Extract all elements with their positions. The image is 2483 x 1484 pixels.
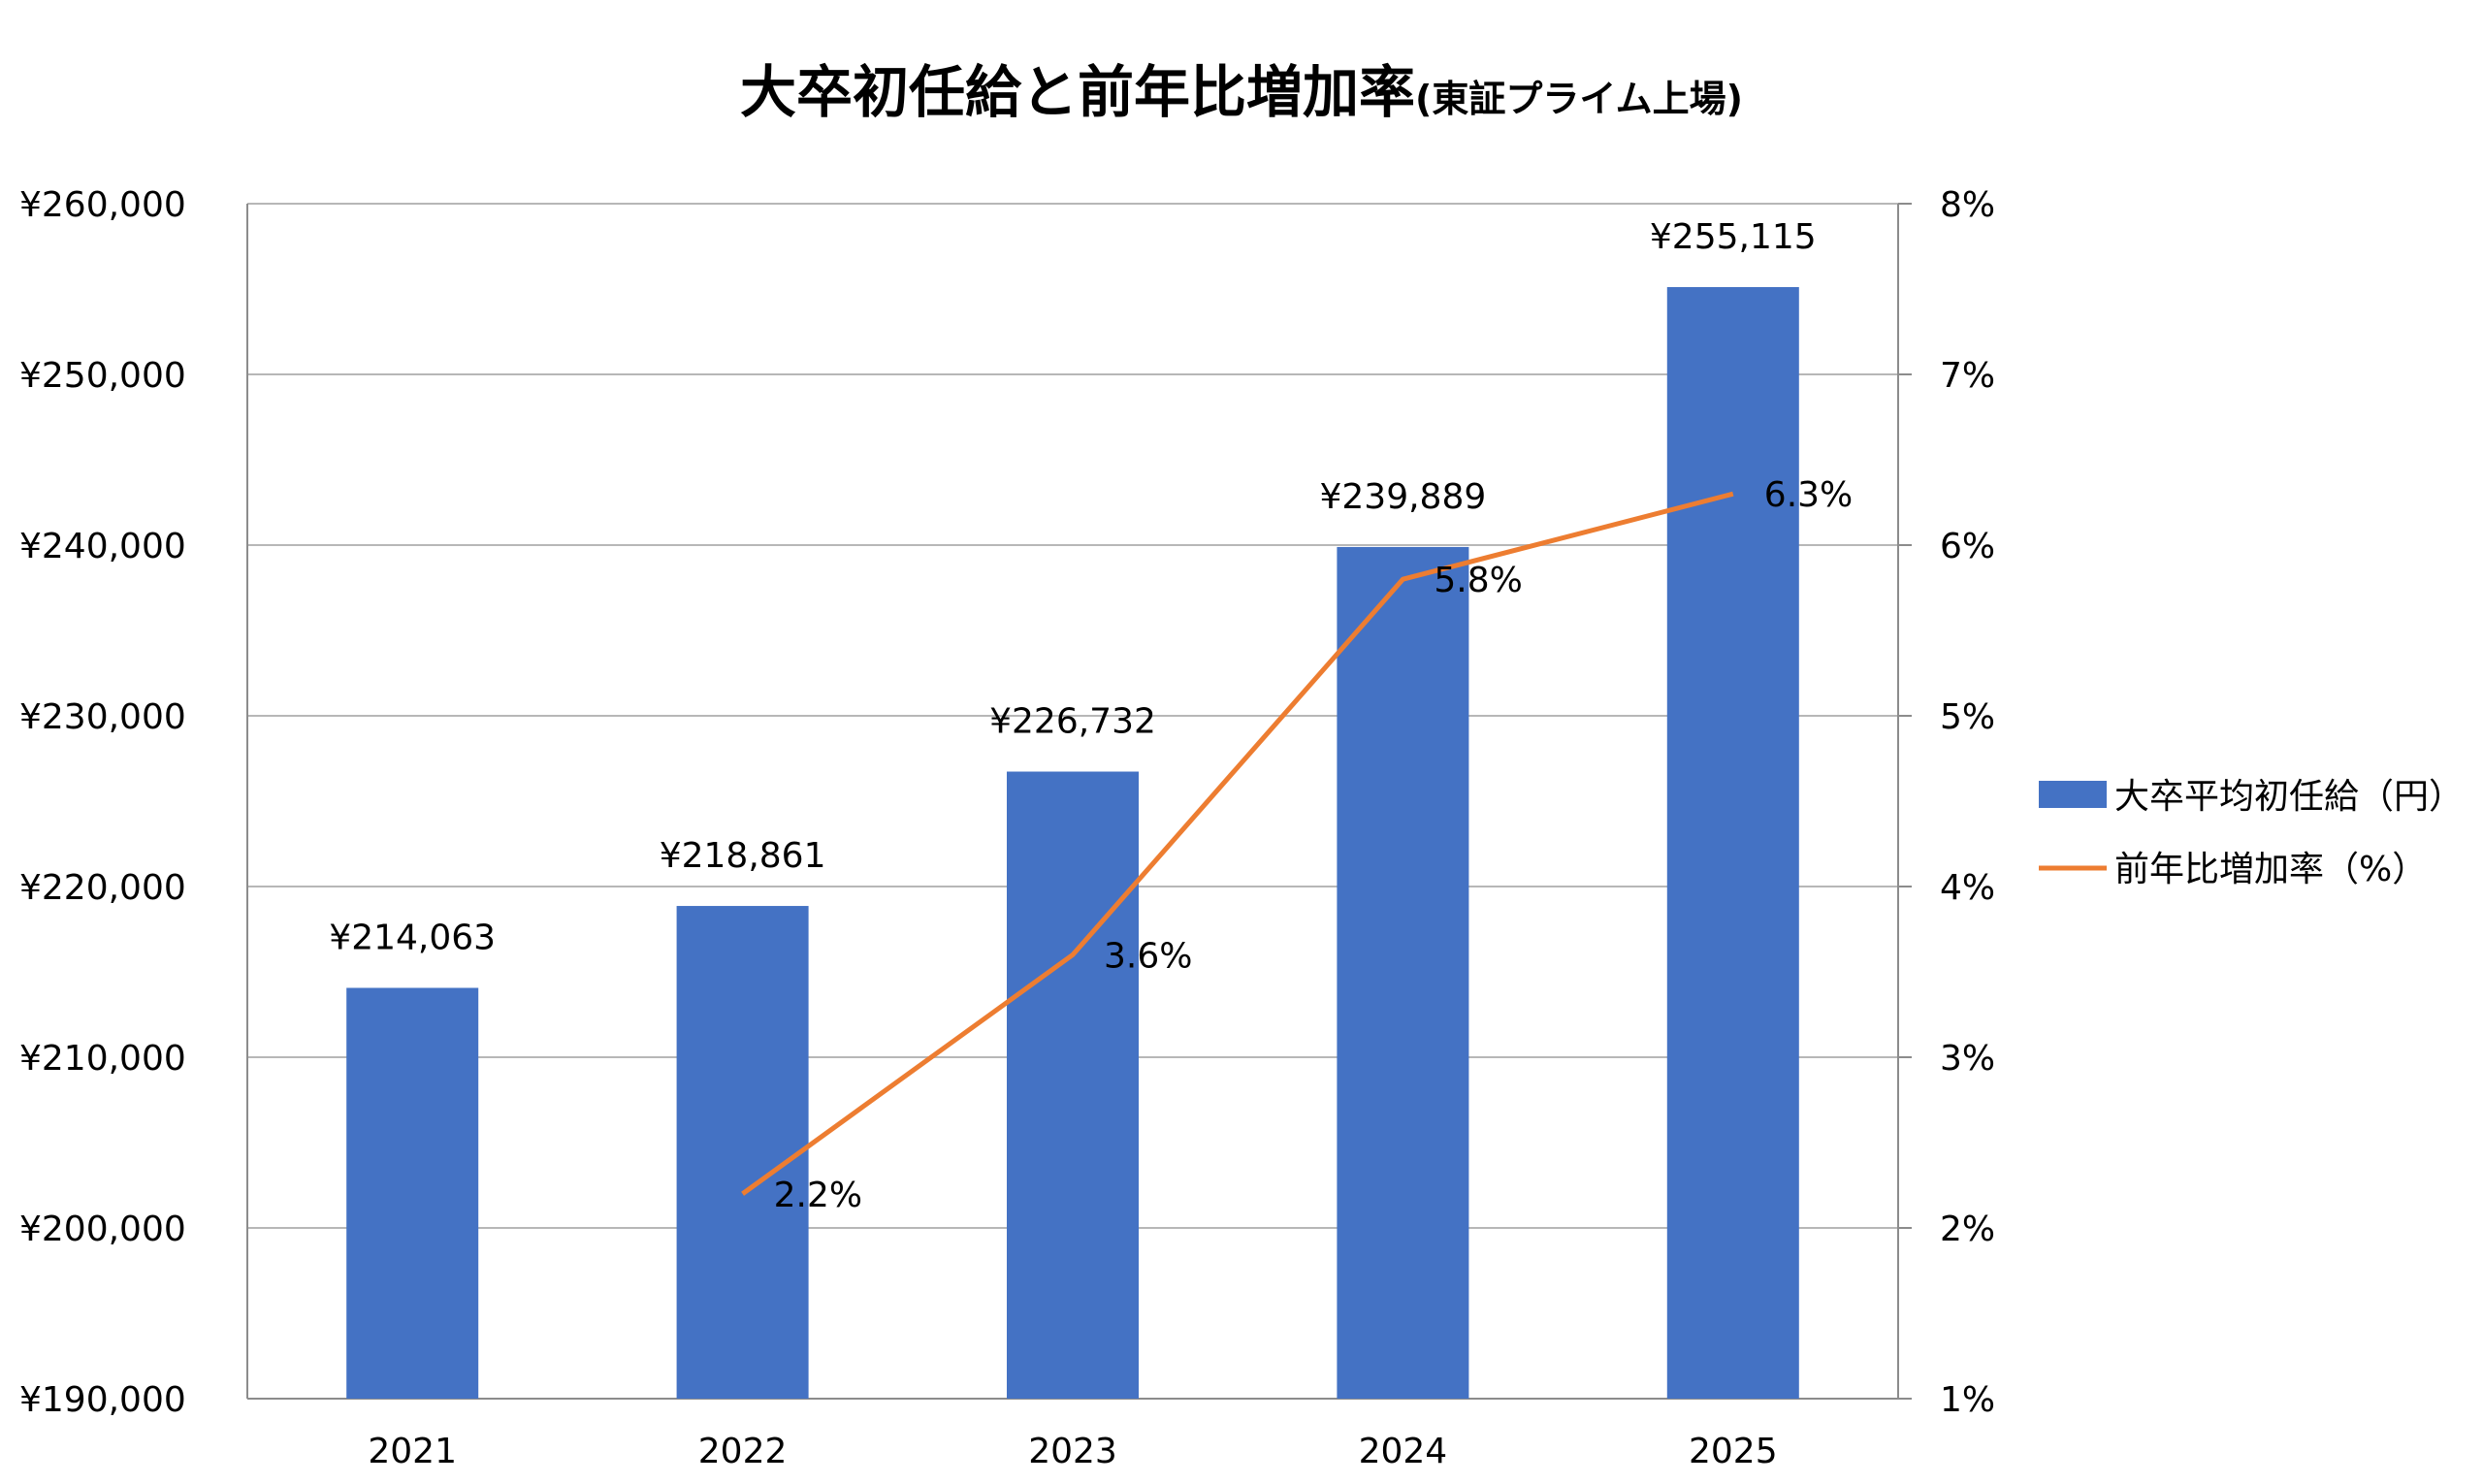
bar-data-label: ¥214,063 <box>329 918 496 957</box>
right-axis-tick-label: 8% <box>1940 185 1995 225</box>
left-axis-tick-label: ¥250,000 <box>19 356 186 396</box>
chart-title-main: 大卒初任給と前年比増加率 <box>740 59 1416 125</box>
right-axis-tick-label: 3% <box>1940 1039 1995 1079</box>
line-series-path <box>741 491 1734 1196</box>
bar-data-label: ¥226,732 <box>989 702 1156 742</box>
line-series <box>741 491 1734 1196</box>
right-axis-tick-label: 2% <box>1940 1210 1995 1249</box>
right-axis-tick-label: 4% <box>1940 868 1995 908</box>
axes: ¥190,000 ¥200,000 ¥210,000 ¥220,000 ¥230,000… <box>19 185 1995 1471</box>
legend: 大卒平均初任給（円） 前年比増加率（%） <box>2039 777 2464 889</box>
legend-swatch-bar <box>2039 781 2107 808</box>
x-axis-tick-label: 2021 <box>368 1432 457 1471</box>
chart-subtitle: (東証プライム上場) <box>1415 78 1743 120</box>
legend-label: 大卒平均初任給（円） <box>2114 777 2464 817</box>
x-axis-tick-label: 2024 <box>1359 1432 1448 1471</box>
legend-label: 前年比増加率（%） <box>2114 850 2427 889</box>
x-axis-tick-label: 2025 <box>1689 1432 1778 1471</box>
left-axis-tick-label: ¥220,000 <box>19 868 186 908</box>
bar <box>1666 286 1799 1399</box>
left-axis-tick-label: ¥190,000 <box>19 1380 186 1420</box>
left-axis-tick-label: ¥240,000 <box>19 527 186 566</box>
line-data-label: 2.2% <box>774 1176 862 1215</box>
x-axis-tick-label: 2022 <box>698 1432 788 1471</box>
line-data-label: 6.3% <box>1764 475 1853 515</box>
data-labels: ¥214,063 ¥218,861 ¥226,732 ¥239,889 ¥255,115… <box>329 217 1853 1215</box>
chart-title: 大卒初任給と前年比増加率(東証プライム上場) <box>0 39 2483 152</box>
bar-data-label: ¥218,861 <box>660 836 826 876</box>
x-axis-tick-label: 2023 <box>1028 1432 1117 1471</box>
bar <box>676 906 809 1399</box>
bar <box>346 987 479 1399</box>
bar-series <box>346 286 1799 1399</box>
right-axis-tick-label: 6% <box>1940 527 1995 566</box>
left-axis-tick-label: ¥200,000 <box>19 1210 186 1249</box>
right-axis-tick-label: 5% <box>1940 697 1995 737</box>
bar-data-label: ¥239,889 <box>1320 477 1487 517</box>
right-axis-tick-label: 1% <box>1940 1380 1995 1420</box>
line-data-label: 3.6% <box>1104 936 1192 976</box>
left-axis-tick-label: ¥260,000 <box>19 185 186 225</box>
bar <box>1007 771 1139 1399</box>
right-axis-tick-label: 7% <box>1940 356 1995 396</box>
left-axis-tick-label: ¥230,000 <box>19 697 186 737</box>
line-data-label: 5.8% <box>1434 561 1522 600</box>
bar-data-label: ¥255,115 <box>1650 217 1817 257</box>
bar <box>1337 546 1469 1399</box>
left-axis-tick-label: ¥210,000 <box>19 1039 186 1079</box>
